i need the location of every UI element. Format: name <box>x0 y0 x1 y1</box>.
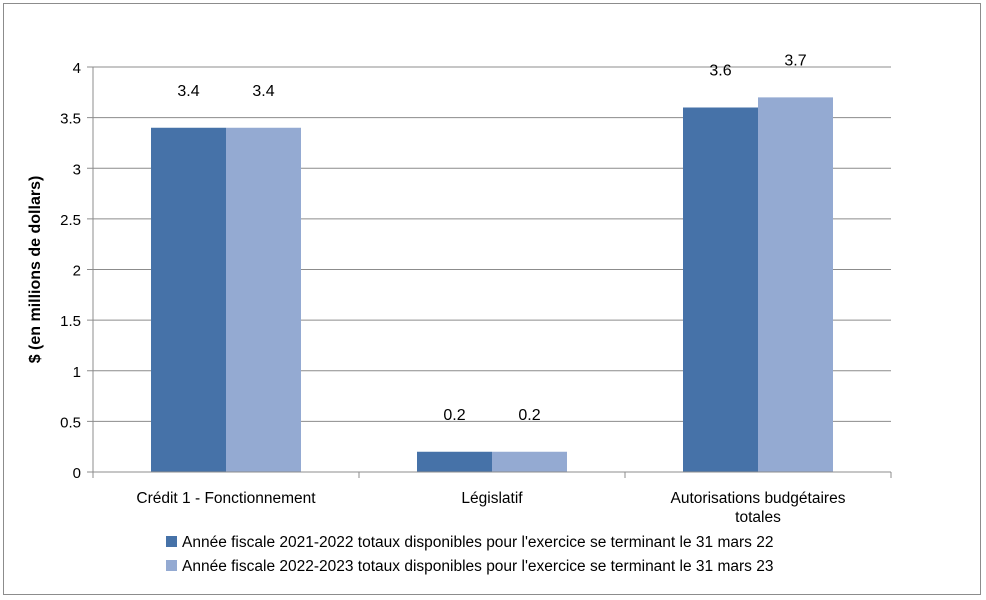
x-category-label: Crédit 1 - Fonctionnement <box>136 490 316 507</box>
y-tick-label: 3.5 <box>60 111 81 128</box>
bar-value-label: 3.4 <box>252 83 274 100</box>
legend-label: Année fiscale 2021-2022 totaux disponibl… <box>182 534 773 551</box>
bar <box>151 127 226 472</box>
bar-value-label: 3.6 <box>709 63 731 80</box>
legend-swatch <box>166 560 177 571</box>
x-category-label: totales <box>735 509 781 526</box>
y-tick-label: 1.5 <box>60 313 81 330</box>
bar-value-label: 3.7 <box>784 52 806 69</box>
bar <box>758 97 833 472</box>
legend-label: Année fiscale 2022-2023 totaux disponibl… <box>182 558 773 575</box>
y-tick-label: 3 <box>73 161 81 178</box>
labels: 0 0.5 1 1.5 2 2.5 3 3.5 4 3.4 3.4 Crédit 1 - Foncti… <box>27 52 846 526</box>
axes <box>87 66 892 478</box>
bar <box>683 107 758 472</box>
y-tick-label: 4 <box>73 60 81 77</box>
y-tick-label: 0 <box>73 465 81 482</box>
bars <box>151 97 833 472</box>
y-tick-label: 1 <box>73 364 81 381</box>
y-tick-label: 2.5 <box>60 212 81 229</box>
x-category-label: Autorisations budgétaires <box>671 490 846 507</box>
y-tick-label: 2 <box>73 263 81 280</box>
bar <box>492 451 567 472</box>
bar-value-label: 0.2 <box>443 407 465 424</box>
y-tick-label: 0.5 <box>60 414 81 431</box>
y-axis-title: $ (en millions de dollars) <box>27 176 44 364</box>
bar <box>417 451 492 472</box>
bar <box>226 127 301 472</box>
bar-value-label: 3.4 <box>177 83 199 100</box>
legend-swatch <box>166 536 177 547</box>
bar-value-label: 0.2 <box>518 407 540 424</box>
legend: Année fiscale 2021-2022 totaux disponibl… <box>166 534 773 575</box>
x-category-label: Législatif <box>461 490 523 507</box>
